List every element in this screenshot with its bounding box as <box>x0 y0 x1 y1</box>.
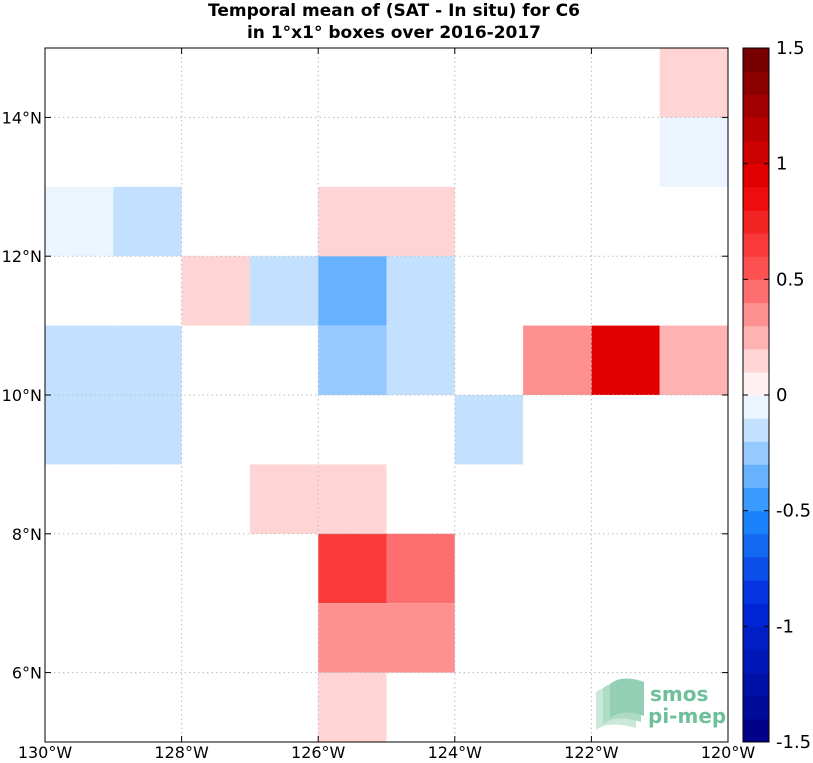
heatmap-cell <box>318 256 387 326</box>
colorbar-level <box>743 487 769 512</box>
colorbar-level <box>743 94 769 118</box>
chart-title-line1: Temporal mean of (SAT - In situ) for C6 <box>208 1 580 21</box>
heatmap-cell <box>386 603 455 673</box>
heatmap-cell <box>659 325 728 395</box>
heatmap-cell <box>318 533 387 604</box>
colorbar-level <box>743 556 769 581</box>
y-axis: 6°N 8°N 10°N 12°N 14°N <box>2 108 728 683</box>
colorbar-level <box>743 441 769 465</box>
colorbar-level <box>743 209 769 234</box>
colorbar-level <box>743 302 769 327</box>
colorbar-level <box>743 279 769 303</box>
colorbar-level <box>743 186 769 211</box>
colorbar: 1.5 1 0.5 0 -0.5 -1 -1.5 <box>742 38 811 753</box>
colorbar-level <box>743 695 769 720</box>
colorbar-tick-label: -0.5 <box>776 501 811 522</box>
colorbar-levels <box>743 48 769 743</box>
colorbar-level <box>743 48 769 72</box>
x-tick-label: 120°W <box>701 743 756 762</box>
heatmap-cell <box>454 395 524 465</box>
heatmap-cell <box>318 672 387 742</box>
heatmap-cell <box>386 325 455 395</box>
watermark-line2: pi-mep <box>648 704 726 728</box>
colorbar-level <box>743 395 769 419</box>
heatmap-cell <box>523 325 592 395</box>
colorbar-level <box>743 371 769 396</box>
colorbar-level <box>743 580 769 604</box>
heatmap-cell <box>659 117 728 187</box>
heatmap-cell <box>113 395 182 465</box>
colorbar-level <box>743 348 769 373</box>
heatmap-cell <box>318 603 387 673</box>
watermark: smos pi-mep <box>596 678 726 730</box>
y-tick-label: 8°N <box>12 525 42 544</box>
heatmap-cell <box>249 464 319 534</box>
heatmap-cell <box>318 186 387 257</box>
heatmap-cell <box>181 256 250 326</box>
y-tick-label: 6°N <box>12 664 42 683</box>
colorbar-level <box>743 163 769 188</box>
colorbar-tick-label: -1.5 <box>776 732 811 753</box>
gridlines <box>45 48 728 742</box>
wave-layers-icon <box>596 678 644 730</box>
heatmap-cell <box>318 325 387 395</box>
heatmap-cells <box>45 48 728 742</box>
colorbar-tick-label: -1 <box>776 616 794 637</box>
colorbar-level <box>743 649 769 674</box>
colorbar-level <box>743 117 769 142</box>
heatmap-cell <box>318 464 387 534</box>
heatmap-cell <box>386 256 455 326</box>
heatmap-cell <box>591 325 660 395</box>
colorbar-level <box>743 464 769 489</box>
x-tick-label: 130°W <box>18 743 73 762</box>
colorbar-tick-label: 0.5 <box>776 269 805 290</box>
colorbar-level <box>743 533 769 558</box>
heatmap-cell <box>45 186 114 257</box>
y-tick-label: 14°N <box>2 108 42 127</box>
colorbar-ticks: 1.5 1 0.5 0 -0.5 -1 -1.5 <box>743 38 811 753</box>
colorbar-level <box>743 140 769 165</box>
colorbar-level <box>743 672 769 697</box>
colorbar-level <box>743 71 769 95</box>
plot-area: 130°W 128°W 126°W 124°W 122°W 120°W 6°N 8°N 10°… <box>2 47 756 762</box>
colorbar-level <box>743 626 769 650</box>
y-tick-label: 10°N <box>2 386 42 405</box>
chart-title-line2: in 1°x1° boxes over 2016-2017 <box>247 23 541 43</box>
colorbar-level <box>743 603 769 627</box>
heatmap-cell <box>45 395 114 465</box>
x-tick-label: 126°W <box>291 743 346 762</box>
heatmap-cell <box>386 533 455 604</box>
colorbar-level <box>743 233 769 257</box>
y-tick-label: 12°N <box>2 247 42 266</box>
x-tick-label: 124°W <box>428 743 483 762</box>
colorbar-level <box>743 325 769 350</box>
x-axis: 130°W 128°W 126°W 124°W 122°W 120°W <box>18 48 756 762</box>
colorbar-tick-label: 1 <box>776 154 787 175</box>
heatmap-cell <box>113 186 182 257</box>
heatmap-cell <box>113 325 182 395</box>
heatmap-cell <box>659 48 728 118</box>
watermark-line1: smos <box>650 682 708 706</box>
colorbar-tick-label: 1.5 <box>776 38 805 59</box>
colorbar-level <box>743 418 769 442</box>
x-tick-label: 122°W <box>564 743 619 762</box>
colorbar-level <box>743 718 769 743</box>
heatmap-cell <box>386 186 455 257</box>
heatmap-cell <box>249 256 319 326</box>
colorbar-tick-label: 0 <box>776 385 787 406</box>
x-tick-label: 128°W <box>154 743 209 762</box>
colorbar-level <box>743 510 769 535</box>
heatmap-cell <box>45 325 114 395</box>
colorbar-level <box>743 256 769 280</box>
